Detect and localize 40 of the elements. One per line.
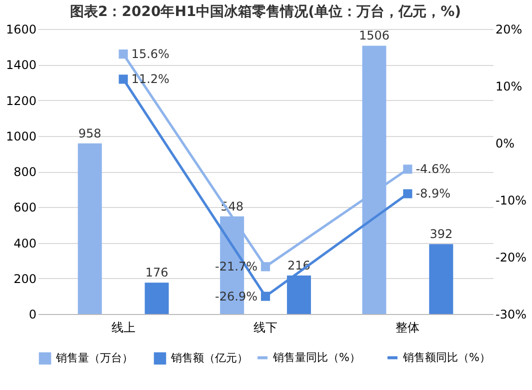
- legend-label: 销售额同比（%）: [402, 350, 490, 364]
- y-tick-label: 1000: [6, 129, 36, 144]
- y-tick-label: 400: [14, 236, 36, 250]
- x-tick-label: 整体: [396, 320, 420, 334]
- legend-label: 销售额（亿元）: [170, 351, 248, 364]
- point: [260, 262, 270, 272]
- y-tick-label: 1400: [6, 58, 36, 72]
- chart-title: 图表2：2020年H1中国冰箱零售情况(单位：万台，亿元，%): [70, 4, 461, 20]
- data-label: 176: [145, 266, 168, 280]
- bar: [429, 244, 454, 314]
- y2-tick-label: -30%: [496, 308, 527, 322]
- y2-tick-label: 10%: [496, 80, 522, 94]
- data-label: -4.6%: [416, 162, 451, 176]
- point: [403, 164, 412, 174]
- y2-tick-label: 0%: [496, 136, 515, 150]
- y-tick-label: 600: [14, 200, 36, 215]
- point: [118, 50, 128, 59]
- bar: [144, 282, 169, 314]
- y2-tick-label: -20%: [496, 250, 527, 264]
- y-tick-label: 0: [28, 308, 36, 322]
- y-tick-label: 1600: [6, 22, 36, 36]
- x-tick-label: 线下: [254, 320, 278, 334]
- data-label: 1506: [358, 28, 390, 43]
- x-tick-label: 线上: [111, 320, 136, 334]
- data-label: 392: [430, 227, 453, 242]
- y-tick-label: 200: [14, 272, 36, 286]
- y2-tick-label: 20%: [496, 22, 522, 36]
- point: [260, 292, 270, 301]
- bar: [78, 143, 102, 314]
- legend-label: 销售量同比（%）: [272, 350, 360, 364]
- point: [403, 189, 412, 198]
- point: [118, 74, 128, 84]
- y-tick-label: 800: [14, 165, 36, 179]
- data-label: 11.2%: [131, 72, 170, 86]
- data-label: 958: [78, 126, 102, 140]
- data-label: -8.9%: [416, 186, 451, 201]
- y-tick-label: 1200: [6, 94, 36, 108]
- y2-tick-label: -10%: [496, 194, 527, 208]
- data-label: 15.6%: [131, 47, 170, 62]
- legend-label: 销售量（万台）: [55, 351, 133, 364]
